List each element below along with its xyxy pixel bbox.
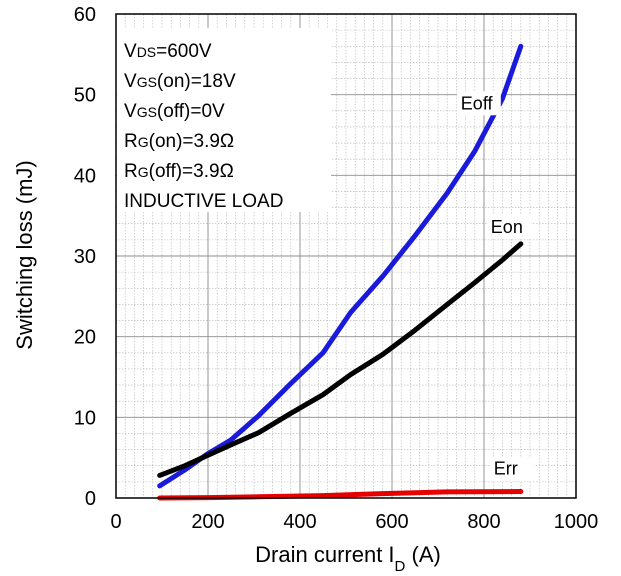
- condition-line: VGS(off)=0V: [124, 101, 225, 122]
- y-tick-label: 40: [74, 165, 96, 187]
- y-tick-label: 30: [74, 246, 96, 268]
- x-axis-label: Drain current ID (A): [255, 542, 441, 575]
- condition-text: INDUCTIVE LOAD: [124, 191, 283, 212]
- condition-text: V: [124, 71, 137, 92]
- condition-text: V: [124, 101, 137, 122]
- series-label-background: [489, 456, 534, 481]
- x-tick-label: 800: [467, 511, 500, 533]
- condition-line: VGS(on)=18V: [124, 71, 236, 92]
- y-axis-ticks: 0 10 20 30 40 50 60: [74, 4, 96, 510]
- series-label-background: [456, 91, 501, 116]
- condition-value: (off)=3.9Ω: [149, 161, 234, 182]
- condition-line: RG(off)=3.9Ω: [124, 161, 234, 182]
- condition-subscript: DS: [137, 44, 156, 60]
- condition-value: (on)=18V: [157, 71, 236, 92]
- x-tick-label: 600: [375, 511, 408, 533]
- condition-subscript: GS: [137, 74, 157, 90]
- condition-value: (on)=3.9Ω: [149, 131, 235, 152]
- x-tick-label: 0: [110, 511, 121, 533]
- conditions-box: VDS=600VVGS(on)=18VVGS(off)=0VRG(on)=3.9…: [117, 28, 331, 212]
- y-tick-label: 50: [74, 85, 96, 107]
- series-labels: Eoff Eon Err: [456, 91, 534, 481]
- condition-value: (off)=0V: [157, 101, 225, 122]
- y-tick-label: 60: [74, 4, 96, 26]
- condition-value: =600V: [156, 41, 212, 62]
- condition-subscript: G: [138, 164, 149, 180]
- y-tick-label: 20: [74, 327, 96, 349]
- series-label-eon: Eon: [491, 217, 523, 237]
- condition-subscript: GS: [137, 104, 157, 120]
- series-line-eon: [157, 241, 524, 478]
- x-axis-label-unit: (A): [405, 542, 440, 567]
- conditions-background: [117, 28, 331, 212]
- condition-text: R: [124, 131, 138, 152]
- x-axis-ticks: 0 200 400 600 800 1000: [110, 511, 598, 533]
- condition-text: R: [124, 161, 138, 182]
- x-axis-label-main: Drain current I: [255, 542, 394, 567]
- x-tick-label: 400: [283, 511, 316, 533]
- y-tick-label: 0: [85, 488, 96, 510]
- series-label-eoff: Eoff: [461, 93, 494, 113]
- y-tick-label: 10: [74, 407, 96, 429]
- condition-subscript: G: [138, 134, 149, 150]
- y-axis-label: Switching loss (mJ): [12, 160, 37, 349]
- series-label-background: [486, 214, 531, 239]
- condition-line: RG(on)=3.9Ω: [124, 131, 234, 152]
- x-tick-label: 200: [191, 511, 224, 533]
- condition-text: V: [124, 41, 137, 62]
- plot-frame: [115, 13, 577, 499]
- x-axis-label-sub: D: [395, 558, 406, 575]
- series-label-err: Err: [494, 459, 518, 479]
- x-tick-label: 1000: [554, 511, 599, 533]
- condition-line: INDUCTIVE LOAD: [124, 191, 283, 212]
- condition-line: VDS=600V: [124, 41, 212, 62]
